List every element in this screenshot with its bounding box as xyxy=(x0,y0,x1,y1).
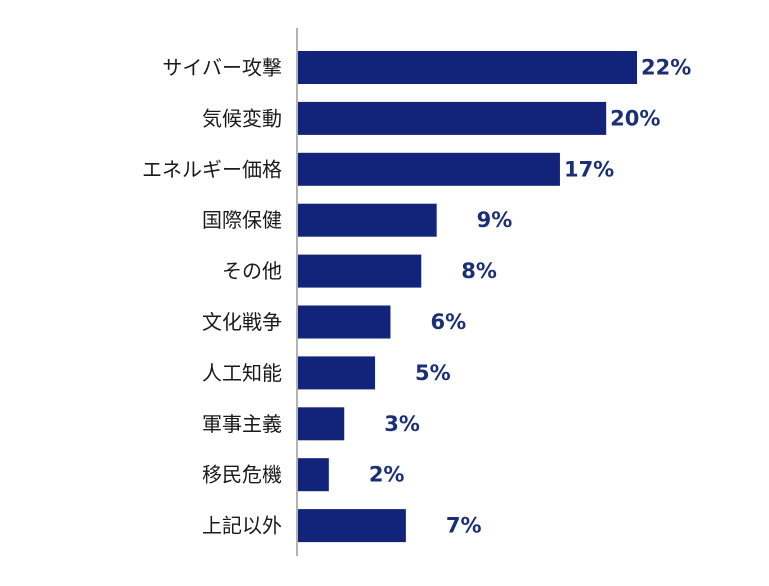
bar-1 xyxy=(298,51,637,84)
bars-group xyxy=(298,51,637,543)
bar-4 xyxy=(298,203,437,237)
value-label-7: 5% xyxy=(415,361,451,385)
category-label-5: その他 xyxy=(222,259,282,283)
category-label-4: 国際保健 xyxy=(202,208,282,232)
bar-2 xyxy=(298,101,607,135)
bar-8 xyxy=(298,407,345,441)
category-label-9: 移民危機 xyxy=(202,463,282,487)
value-label-8: 3% xyxy=(384,412,420,436)
value-labels: 22% 20% 17% 9% 8% 6% 5% 3% 2% 7% xyxy=(369,56,691,538)
category-labels: サイバー攻撃気候変動エネルギー価格国際保健その他文化戦争人工知能軍事主義移民危機… xyxy=(142,56,282,538)
category-label-3: エネルギー価格 xyxy=(142,157,282,181)
value-label-2: 20% xyxy=(610,106,660,130)
bar-7 xyxy=(298,356,376,390)
value-label-9: 2% xyxy=(369,463,405,487)
category-label-1: サイバー攻撃 xyxy=(162,56,282,80)
bar-5 xyxy=(298,254,422,288)
category-label-8: 軍事主義 xyxy=(202,412,282,436)
value-label-1: 22% xyxy=(641,56,691,80)
value-label-3: 17% xyxy=(564,157,614,181)
value-label-6: 6% xyxy=(430,310,466,334)
category-label-6: 文化戦争 xyxy=(202,310,282,334)
category-label-2: 気候変動 xyxy=(202,106,282,130)
bar-3 xyxy=(298,152,560,186)
bar-6 xyxy=(298,305,391,339)
category-label-10: 上記以外 xyxy=(202,514,282,538)
value-label-4: 9% xyxy=(477,208,513,232)
value-label-5: 8% xyxy=(461,259,497,283)
category-label-7: 人工知能 xyxy=(202,361,282,385)
bar-10 xyxy=(298,509,406,543)
value-label-10: 7% xyxy=(446,514,482,538)
bar-9 xyxy=(298,458,329,492)
